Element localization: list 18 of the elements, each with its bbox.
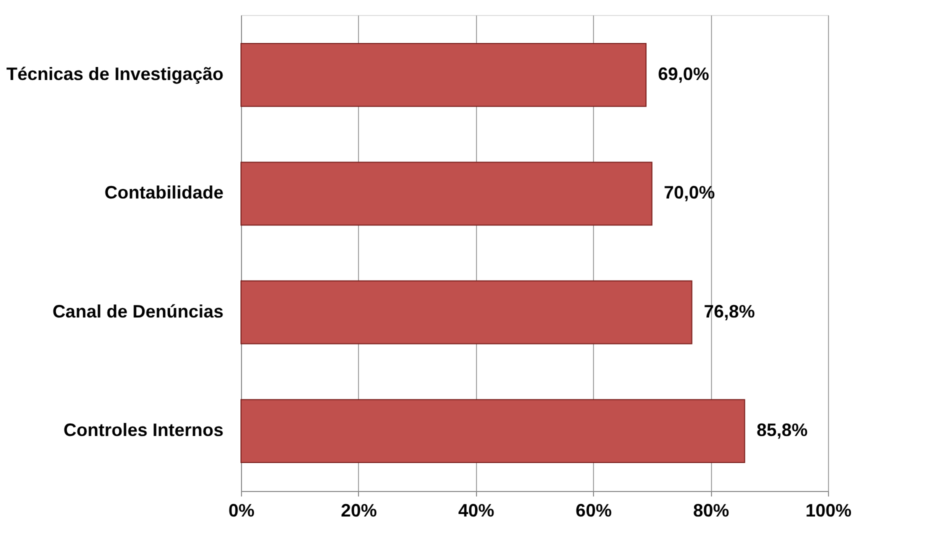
x-tick-label: 80% bbox=[693, 500, 730, 520]
x-tick-label: 100% bbox=[805, 500, 852, 520]
x-tick-label: 60% bbox=[576, 500, 612, 520]
data-label: 85,8% bbox=[756, 420, 808, 440]
x-tick-label: 40% bbox=[458, 500, 494, 520]
y-tick-label: Canal de Denúncias bbox=[52, 301, 224, 322]
x-tick-label: 0% bbox=[228, 500, 255, 520]
bar bbox=[240, 399, 746, 464]
y-tick-label: Contabilidade bbox=[104, 182, 224, 203]
bar bbox=[240, 280, 692, 344]
data-label: 69,0% bbox=[658, 64, 710, 84]
bar bbox=[240, 42, 647, 107]
y-tick-label: Controles Internos bbox=[63, 420, 224, 440]
x-tick-label: 20% bbox=[340, 500, 377, 520]
data-label: 70,0% bbox=[664, 182, 715, 203]
data-label: 76,8% bbox=[704, 301, 755, 322]
bar bbox=[240, 162, 652, 226]
y-tick-label: Técnicas de Investigação bbox=[6, 64, 224, 84]
